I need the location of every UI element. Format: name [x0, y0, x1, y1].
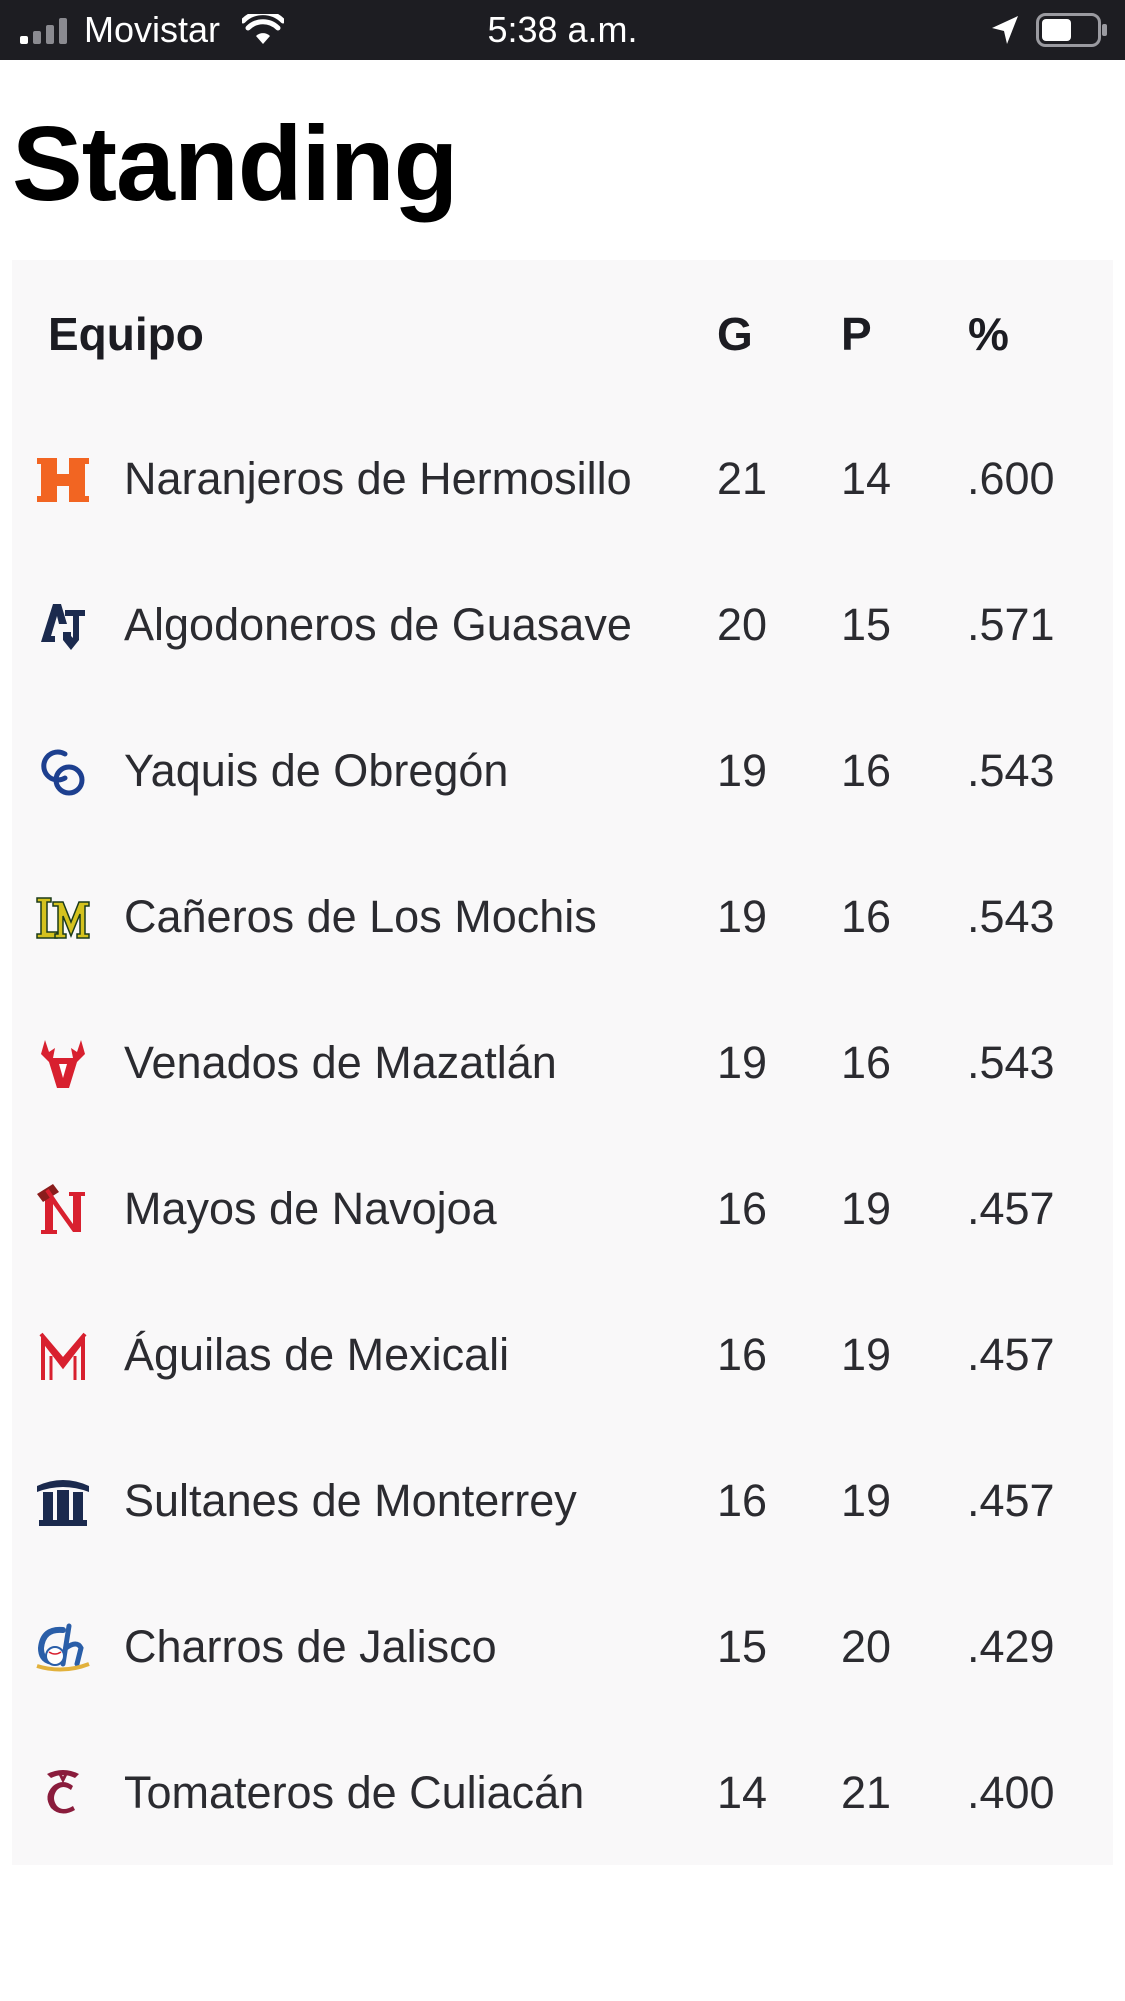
- team-losses: 14: [841, 453, 892, 504]
- yaquis-logo-icon: [33, 742, 93, 802]
- team-losses: 21: [841, 1767, 892, 1818]
- table-row[interactable]: Águilas de Mexicali 16 19 .457: [12, 1282, 1113, 1428]
- caneros-logo-icon: [33, 888, 93, 948]
- table-row[interactable]: Venados de Mazatlán 19 16 .543: [12, 990, 1113, 1136]
- venados-logo-icon: [33, 1034, 93, 1094]
- carrier-name: Movistar: [84, 9, 221, 50]
- table-body: Naranjeros de Hermosillo 21 14 .600 Algo…: [12, 406, 1113, 1866]
- table-row[interactable]: Tomateros de Culiacán 14 21 .400: [12, 1720, 1113, 1866]
- team-name: Venados de Mazatlán: [124, 1037, 557, 1088]
- table-row[interactable]: Charros de Jalisco 15 20 .429: [12, 1574, 1113, 1720]
- team-name: Yaquis de Obregón: [124, 745, 509, 796]
- team-name: Águilas de Mexicali: [124, 1329, 510, 1380]
- team-pct: .600: [967, 453, 1055, 504]
- team-wins: 15: [717, 1621, 768, 1672]
- team-losses: 19: [841, 1329, 892, 1380]
- team-name: Mayos de Navojoa: [124, 1183, 497, 1234]
- team-name: Tomateros de Culiacán: [124, 1767, 585, 1818]
- page-title: Standing: [12, 105, 458, 223]
- table-row[interactable]: Algodoneros de Guasave 20 15 .571: [12, 552, 1113, 698]
- header-pct: %: [968, 308, 1009, 360]
- team-wins: 19: [717, 745, 768, 796]
- table-row[interactable]: Cañeros de Los Mochis 19 16 .543: [12, 844, 1113, 990]
- mayos-logo-icon: [33, 1180, 93, 1240]
- team-wins: 16: [717, 1329, 768, 1380]
- table-row[interactable]: Naranjeros de Hermosillo 21 14 .600: [12, 406, 1113, 552]
- team-pct: .457: [967, 1475, 1055, 1526]
- sultanes-logo-icon: [33, 1472, 93, 1532]
- team-wins: 20: [717, 599, 768, 650]
- team-pct: .457: [967, 1329, 1055, 1380]
- team-wins: 16: [717, 1475, 768, 1526]
- table-row[interactable]: Yaquis de Obregón 19 16 .543: [12, 698, 1113, 844]
- signal-bars-icon: [20, 18, 67, 44]
- team-name: Algodoneros de Guasave: [124, 599, 632, 650]
- team-pct: .571: [967, 599, 1055, 650]
- team-pct: .543: [967, 891, 1055, 942]
- header-wins: G: [717, 308, 753, 360]
- tomateros-logo-icon: [33, 1764, 93, 1824]
- team-wins: 14: [717, 1767, 768, 1818]
- team-name: Cañeros de Los Mochis: [124, 891, 597, 942]
- team-pct: .400: [967, 1767, 1055, 1818]
- table-row[interactable]: Sultanes de Monterrey 16 19 .457: [12, 1428, 1113, 1574]
- status-time: 5:38 a.m.: [487, 9, 638, 50]
- team-losses: 19: [841, 1475, 892, 1526]
- team-losses: 20: [841, 1621, 892, 1672]
- naranjeros-logo-icon: [33, 450, 93, 510]
- aguilas-logo-icon: [33, 1326, 93, 1386]
- team-losses: 15: [841, 599, 892, 650]
- charros-logo-icon: [33, 1618, 93, 1678]
- team-losses: 16: [841, 1037, 892, 1088]
- team-name: Naranjeros de Hermosillo: [124, 453, 632, 504]
- location-arrow-icon: [992, 16, 1018, 44]
- team-wins: 16: [717, 1183, 768, 1234]
- team-pct: .543: [967, 745, 1055, 796]
- team-wins: 21: [717, 453, 768, 504]
- team-name: Sultanes de Monterrey: [124, 1475, 577, 1526]
- team-losses: 16: [841, 745, 892, 796]
- battery-icon: [1036, 13, 1107, 47]
- team-pct: .543: [967, 1037, 1055, 1088]
- team-losses: 19: [841, 1183, 892, 1234]
- team-wins: 19: [717, 891, 768, 942]
- team-pct: .457: [967, 1183, 1055, 1234]
- header-losses: P: [841, 308, 872, 360]
- algodoneros-logo-icon: [33, 596, 93, 656]
- team-name: Charros de Jalisco: [124, 1621, 497, 1672]
- team-wins: 19: [717, 1037, 768, 1088]
- status-bar: Movistar 5:38 a.m.: [0, 0, 1125, 60]
- wifi-icon: [242, 14, 284, 44]
- standings-table: Equipo G P % Naranjeros de Hermosillo 21…: [12, 260, 1113, 1865]
- table-header: Equipo G P %: [12, 260, 1113, 406]
- team-pct: .429: [967, 1621, 1055, 1672]
- header-team: Equipo: [48, 308, 204, 360]
- team-losses: 16: [841, 891, 892, 942]
- table-row[interactable]: Mayos de Navojoa 16 19 .457: [12, 1136, 1113, 1282]
